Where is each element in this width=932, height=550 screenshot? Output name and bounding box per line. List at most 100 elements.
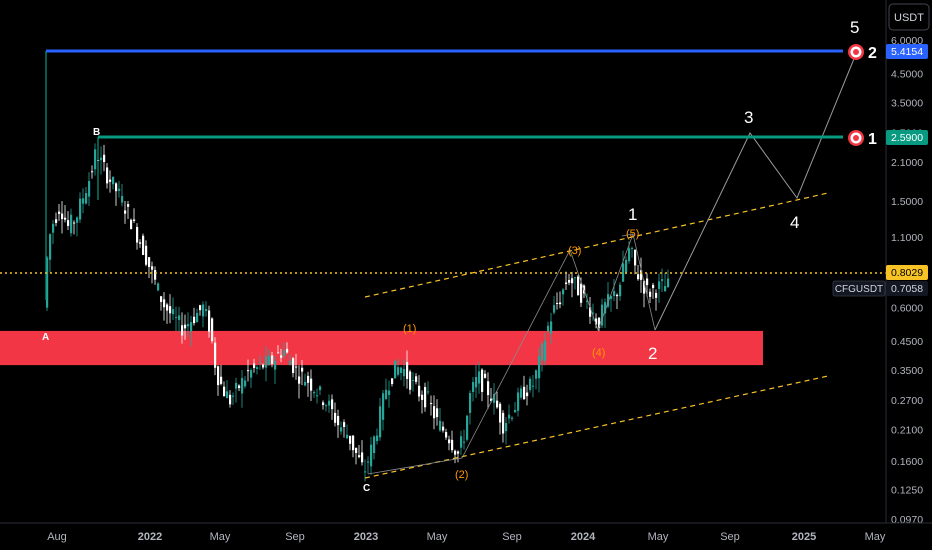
candle-body (259, 362, 262, 364)
candle-body (658, 281, 661, 289)
wave-label-major-4: 4 (790, 213, 799, 232)
candle-body (553, 305, 556, 313)
candle-body (511, 417, 514, 419)
candle-body (580, 283, 583, 303)
candle-body (484, 373, 487, 378)
candle-body (166, 304, 169, 311)
candle-body (232, 395, 235, 397)
candle-body (157, 283, 160, 291)
time-tick-label: May (648, 531, 669, 543)
candle-body (322, 402, 325, 405)
candle-body (139, 242, 142, 244)
candle-body (160, 296, 163, 302)
candle-body (514, 409, 517, 413)
wave-label-minor-4: (4) (592, 347, 605, 359)
candle-body (433, 406, 436, 419)
candle-body (652, 284, 655, 289)
candle-body (418, 385, 421, 397)
candle-body (643, 281, 646, 294)
price-tick-label: 0.2700 (891, 395, 923, 407)
wave-label-a: A (42, 332, 49, 343)
candle-body (85, 193, 88, 204)
candle-body (196, 312, 199, 323)
candle-body (121, 195, 124, 203)
time-tick-label: 2025 (792, 531, 816, 543)
candle-body (223, 386, 226, 397)
candle-body (625, 259, 628, 273)
candle-body (67, 220, 70, 226)
candle-body (202, 304, 205, 317)
candle-body (385, 389, 388, 399)
candle-body (187, 324, 190, 327)
price-axis[interactable]: 6.00004.50003.50002.70002.10001.50001.10… (885, 0, 923, 526)
candle-body (376, 435, 379, 442)
candle-body (109, 179, 112, 182)
currency-button-label[interactable]: USDT (894, 12, 924, 24)
wave-path-projection (654, 48, 859, 331)
time-tick-label: 2022 (138, 531, 162, 543)
time-tick-label: Sep (720, 531, 740, 543)
candle-body (115, 183, 118, 192)
candle-body (103, 154, 106, 162)
candle-body (271, 355, 274, 364)
candle-body (391, 378, 394, 384)
candle-body (298, 376, 301, 384)
candle-body (304, 381, 307, 386)
candle-body (394, 360, 397, 379)
candle-body (607, 294, 610, 307)
candle-body (661, 279, 664, 281)
candle-body (316, 395, 319, 397)
candle-body (277, 352, 280, 354)
candle-body (112, 176, 115, 185)
candle-body (163, 299, 166, 308)
time-axis[interactable]: Aug 2022 May Sep 2023 May Sep 2024 May Sep 2025 May (0, 522, 932, 543)
candle-body (664, 286, 667, 292)
candle-body (172, 309, 175, 315)
candle-body (280, 355, 283, 358)
candle-body (349, 435, 352, 444)
currency-button-frame[interactable] (888, 3, 930, 31)
candle-body (178, 315, 181, 320)
candle-body (475, 376, 478, 388)
candle-body (136, 227, 139, 243)
candle-body (142, 235, 145, 256)
candle-body (337, 415, 340, 426)
time-tick-label: May (865, 531, 886, 543)
target-line-2 (45, 49, 843, 300)
candle-body (334, 412, 337, 423)
candle-body (412, 379, 415, 381)
candle-body (70, 214, 73, 234)
candle-body (382, 393, 385, 420)
candle-body (574, 277, 577, 279)
candle-body (517, 392, 520, 411)
price-tick-label: 1.1000 (891, 232, 923, 244)
candle-body (472, 382, 475, 393)
candle-body (634, 249, 637, 266)
candle-body (250, 370, 253, 378)
candle-body (358, 455, 361, 458)
price-tag-target-1-box (886, 130, 928, 145)
candle-body (448, 439, 451, 444)
price-tick-label: 2.1000 (891, 157, 923, 169)
candle-body (301, 367, 304, 372)
candle-body (217, 366, 220, 386)
candle-body (427, 391, 430, 393)
candle-body (292, 358, 295, 373)
candle-body (82, 198, 85, 204)
candle-body (256, 367, 259, 369)
candle-body (478, 371, 481, 384)
candle-body (145, 245, 148, 265)
candle-body (403, 368, 406, 377)
candle-body (637, 274, 640, 280)
candle-body (622, 263, 625, 282)
symbol-tag-text: CFGUSDT (835, 284, 883, 295)
candle-body (175, 317, 178, 319)
currency-button[interactable]: USDT (888, 3, 930, 31)
wave-label-minor-1: (1) (403, 323, 416, 335)
target-icon-1 (848, 130, 864, 146)
candle-body (487, 381, 490, 396)
candle-body (649, 291, 652, 297)
candle-body (58, 211, 61, 214)
candle-body (499, 403, 502, 423)
